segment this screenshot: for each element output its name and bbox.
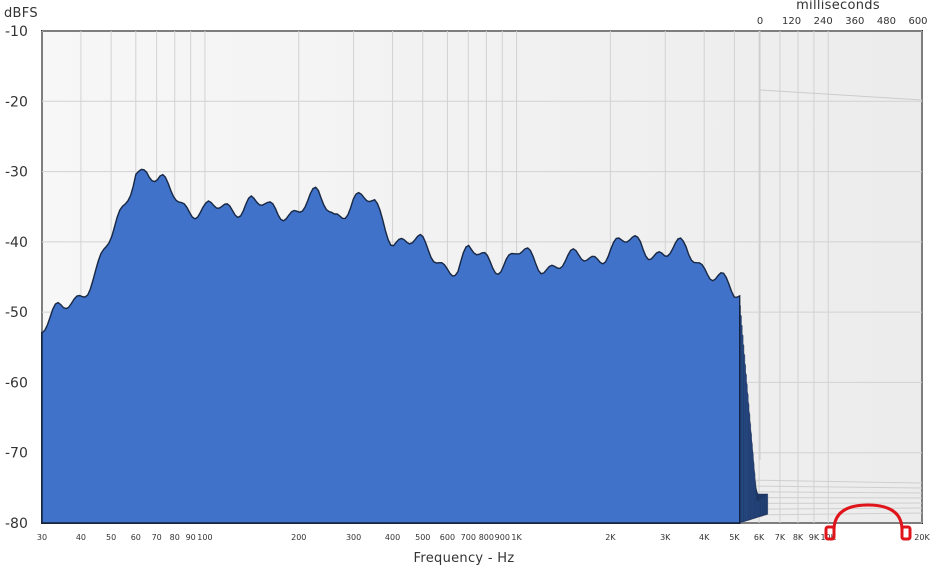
x-tick-label: 50 <box>106 533 116 542</box>
waterfall-surface <box>41 168 769 524</box>
y-tick-label: -60 <box>5 375 28 391</box>
y-axis-title: dBFS <box>4 6 38 21</box>
x-tick-label: 700 <box>461 533 476 542</box>
y-tick-label: -80 <box>5 516 28 532</box>
y-tick-label: -70 <box>5 446 28 462</box>
z-tick-label: 120 <box>782 16 801 27</box>
x-tick-label: 40 <box>76 533 86 542</box>
x-tick-label: 200 <box>291 533 306 542</box>
y-axis-ticks: -10 -20 -30 -40 -50 -60 -70 -80 <box>5 24 28 532</box>
x-tick-label: 80 <box>170 533 180 542</box>
x-tick-label: 20K <box>914 533 930 542</box>
z-tick-label: 0 <box>757 16 763 27</box>
x-tick-label: 70 <box>152 533 162 542</box>
z-axis-title: milliseconds <box>796 0 880 13</box>
x-tick-label: 100 <box>197 533 212 542</box>
x-axis-title: Frequency - Hz <box>414 551 515 566</box>
y-tick-label: -10 <box>5 24 28 40</box>
x-tick-label: 6K <box>754 533 765 542</box>
headphone-icon <box>824 503 912 541</box>
x-tick-label: 60 <box>131 533 141 542</box>
y-tick-label: -30 <box>5 165 28 181</box>
z-tick-label: 480 <box>877 16 896 27</box>
x-tick-label: 500 <box>415 533 430 542</box>
x-tick-label: 8K <box>793 533 804 542</box>
x-tick-label: 5K <box>729 533 740 542</box>
y-tick-label: -40 <box>5 235 28 251</box>
y-tick-label: -50 <box>5 305 28 321</box>
x-tick-label: 2K <box>605 533 616 542</box>
z-axis-ticks: 0 120 240 360 480 600 <box>757 16 928 27</box>
x-axis-ticks: 30 40 50 60 70 80 90 100 200 300 400 500 600 700 800 90… <box>37 533 931 542</box>
x-tick-label: 800 <box>479 533 494 542</box>
x-tick-label: 900 <box>495 533 510 542</box>
z-tick-label: 360 <box>845 16 864 27</box>
back-wall-edge <box>759 89 923 101</box>
waterfall-slice <box>41 168 741 524</box>
x-tick-label: 3K <box>660 533 671 542</box>
x-tick-label: 400 <box>385 533 400 542</box>
y-tick-label: -20 <box>5 94 28 110</box>
z-tick-label: 600 <box>908 16 927 27</box>
x-tick-label: 30 <box>37 533 47 542</box>
x-tick-label: 7K <box>775 533 786 542</box>
x-tick-label: 600 <box>440 533 455 542</box>
x-tick-label: 90 <box>186 533 196 542</box>
x-tick-label: 300 <box>346 533 361 542</box>
x-tick-label: 9K <box>809 533 820 542</box>
x-tick-label: 4K <box>699 533 710 542</box>
z-tick-label: 240 <box>814 16 833 27</box>
x-tick-label: 1K <box>511 533 522 542</box>
